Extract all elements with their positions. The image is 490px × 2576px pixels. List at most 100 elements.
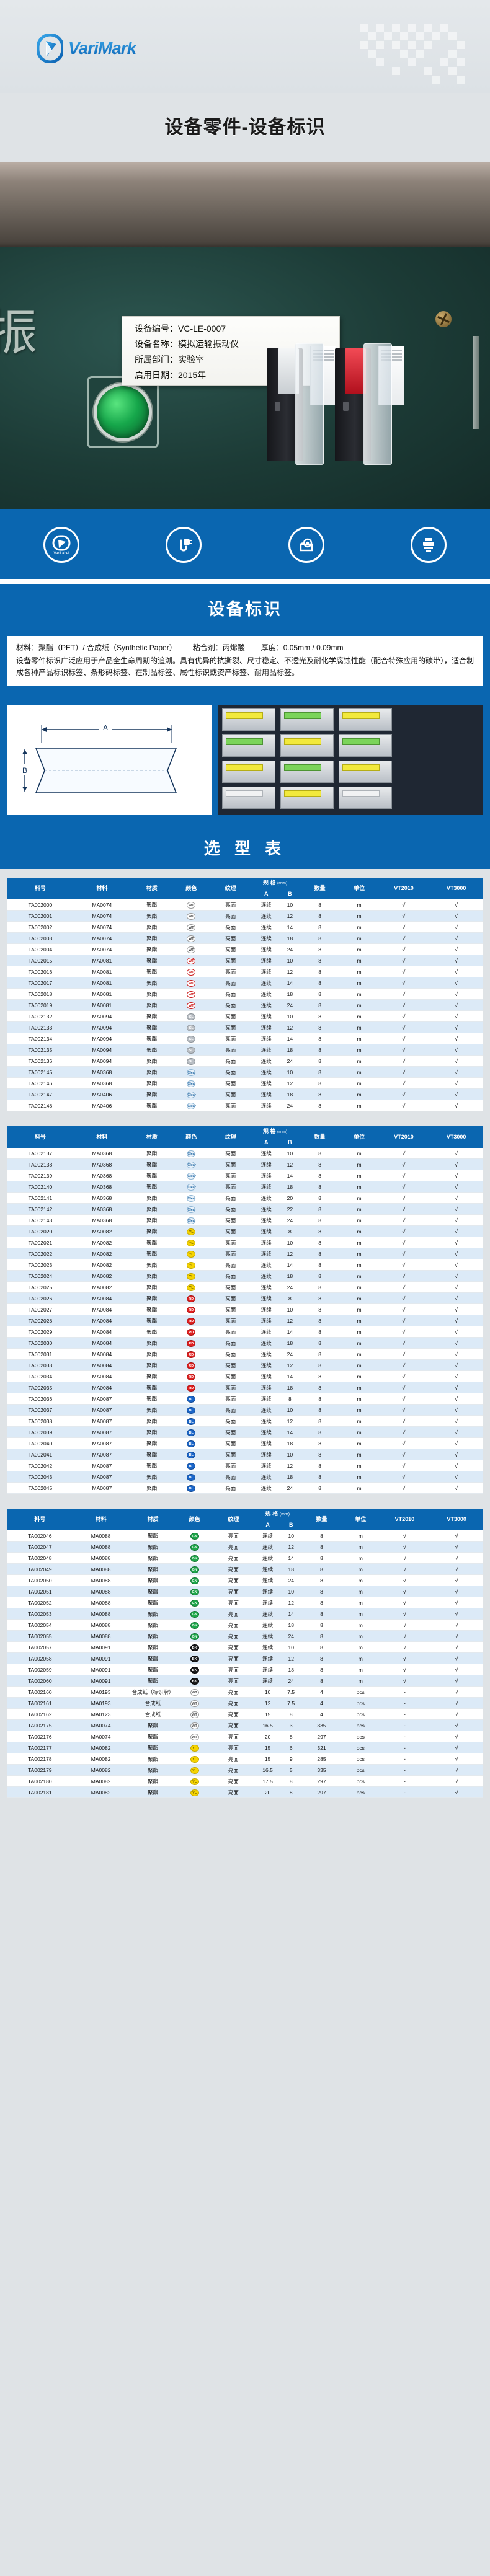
- color-chip-gn-green: GN: [190, 1633, 199, 1640]
- table-row[interactable]: TA002031 MA0084 聚酯 RD 亮面 连续 24 8 m √ √: [7, 1348, 483, 1361]
- table-row[interactable]: TA002143 MA0368 聚酯 Clear 亮面 连续 24 8 m √ √: [7, 1214, 483, 1227]
- table-row[interactable]: TA002028 MA0084 聚酯 RD 亮面 连续 12 8 m √ √: [7, 1315, 483, 1327]
- table-row[interactable]: TA002051 MA0088 聚酯 GN 亮面 连续 10 8 m √ √: [7, 1586, 483, 1598]
- table-row[interactable]: TA002142 MA0368 聚酯 Clear 亮面 连续 22 8 m √ √: [7, 1203, 483, 1215]
- table-row[interactable]: TA002037 MA0087 聚酯 BL 亮面 连续 10 8 m √ √: [7, 1404, 483, 1416]
- table-row[interactable]: TA002135 MA0094 聚酯 SL 亮面 连续 18 8 m √ √: [7, 1044, 483, 1056]
- cell-color: Clear: [172, 1170, 210, 1182]
- table-row[interactable]: TA002146 MA0368 聚酯 Clear 亮面 连续 12 8 m √ √: [7, 1077, 483, 1090]
- table-row[interactable]: TA002021 MA0082 聚酯 YL 亮面 连续 10 8 m √ √: [7, 1237, 483, 1249]
- table-row[interactable]: TA002040 MA0087 聚酯 BL 亮面 连续 18 8 m √ √: [7, 1437, 483, 1450]
- table-row[interactable]: TA002161 MA0193 合成纸 WT 亮面 12 7.5 4 pcs - √: [7, 1697, 483, 1709]
- table-row[interactable]: TA002035 MA0084 聚酯 RD 亮面 连续 18 8 m √ √: [7, 1382, 483, 1394]
- table-row[interactable]: TA002137 MA0368 聚酯 Clear 亮面 连续 10 8 m √ √: [7, 1148, 483, 1160]
- cell-vt3000: √: [430, 1753, 483, 1765]
- table-row[interactable]: TA002048 MA0088 聚酯 GN 亮面 连续 14 8 m √ √: [7, 1552, 483, 1564]
- table-row[interactable]: TA002141 MA0368 聚酯 Clear 亮面 连续 20 8 m √ √: [7, 1192, 483, 1204]
- cell-vt3000: √: [430, 1393, 483, 1405]
- table-row[interactable]: TA002136 MA0094 聚酯 SL 亮面 连续 24 8 m √ √: [7, 1055, 483, 1067]
- table-row[interactable]: TA002018 MA0081 聚酯 WT 亮面 连续 18 8 m √ √: [7, 988, 483, 1000]
- varilabel-logo-icon[interactable]: VariLabel: [43, 527, 79, 563]
- label-roll-icon[interactable]: [288, 527, 324, 563]
- table-row[interactable]: TA002026 MA0084 聚酯 RD 亮面 连续 8 8 m √ √: [7, 1292, 483, 1305]
- table-row[interactable]: TA002019 MA0081 聚酯 WT 亮面 连续 24 8 m √ √: [7, 999, 483, 1012]
- table-row[interactable]: TA002003 MA0074 聚酯 WT 亮面 连续 18 8 m √ √: [7, 932, 483, 945]
- table-row[interactable]: TA002054 MA0088 聚酯 GN 亮面 连续 18 8 m √ √: [7, 1619, 483, 1631]
- color-chip-yl-yellow: YL: [187, 1284, 196, 1291]
- table-row[interactable]: TA002050 MA0088 聚酯 GN 亮面 连续 24 8 m √ √: [7, 1574, 483, 1587]
- table-row[interactable]: TA002024 MA0082 聚酯 YL 亮面 连续 18 8 m √ √: [7, 1270, 483, 1282]
- table-row[interactable]: TA002046 MA0088 聚酯 GN 亮面 连续 10 8 m √ √: [7, 1530, 483, 1542]
- cell-size-a: 连续: [254, 1552, 282, 1564]
- table-row[interactable]: TA002058 MA0091 聚酯 BK 亮面 连续 12 8 m √ √: [7, 1652, 483, 1665]
- table-row[interactable]: TA002145 MA0368 聚酯 Clear 亮面 连续 10 8 m √ √: [7, 1066, 483, 1078]
- table-row[interactable]: TA002027 MA0084 聚酯 RD 亮面 连续 10 8 m √ √: [7, 1303, 483, 1316]
- table-row[interactable]: TA002177 MA0082 聚酯 YL 亮面 15 6 321 pcs - √: [7, 1742, 483, 1754]
- table-row[interactable]: TA002039 MA0087 聚酯 BL 亮面 连续 14 8 m √ √: [7, 1426, 483, 1439]
- table-row[interactable]: TA002033 MA0084 聚酯 RD 亮面 连续 12 8 m √ √: [7, 1359, 483, 1372]
- printer-icon[interactable]: [411, 527, 447, 563]
- table-row[interactable]: TA002004 MA0074 聚酯 WT 亮面 连续 24 8 m √ √: [7, 943, 483, 956]
- table-row[interactable]: TA002059 MA0091 聚酯 BK 亮面 连续 18 8 m √ √: [7, 1664, 483, 1676]
- table-row[interactable]: TA002134 MA0094 聚酯 SL 亮面 连续 14 8 m √ √: [7, 1033, 483, 1045]
- table-row[interactable]: TA002000 MA0074 聚酯 WT 亮面 连续 10 8 m √ √: [7, 899, 483, 911]
- table-row[interactable]: TA002020 MA0082 聚酯 YL 亮面 连续 8 8 m √ √: [7, 1225, 483, 1238]
- brand-logo[interactable]: VariMark: [36, 33, 136, 64]
- table-row[interactable]: TA002133 MA0094 聚酯 SL 亮面 连续 12 8 m √ √: [7, 1021, 483, 1034]
- table-row[interactable]: TA002001 MA0074 聚酯 WT 亮面 连续 12 8 m √ √: [7, 910, 483, 922]
- table-row[interactable]: TA002052 MA0088 聚酯 GN 亮面 连续 12 8 m √ √: [7, 1597, 483, 1609]
- cell-unit: m: [341, 1158, 378, 1171]
- table-row[interactable]: TA002139 MA0368 聚酯 Clear 亮面 连续 14 8 m √ √: [7, 1170, 483, 1182]
- table-row[interactable]: TA002138 MA0368 聚酯 Clear 亮面 连续 12 8 m √ √: [7, 1158, 483, 1171]
- table-row[interactable]: TA002022 MA0082 聚酯 YL 亮面 连续 12 8 m √ √: [7, 1248, 483, 1260]
- table-row[interactable]: TA002045 MA0087 聚酯 BL 亮面 连续 24 8 m √ √: [7, 1482, 483, 1494]
- table-row[interactable]: TA002179 MA0082 聚酯 YL 亮面 16.5 5 335 pcs - √: [7, 1764, 483, 1776]
- table-row[interactable]: TA002178 MA0082 聚酯 YL 亮面 15 9 285 pcs - √: [7, 1753, 483, 1765]
- table-row[interactable]: TA002147 MA0406 聚酯 Clear 亮面 连续 18 8 m √ √: [7, 1088, 483, 1101]
- table-row[interactable]: TA002015 MA0081 聚酯 WT 亮面 连续 10 8 m √ √: [7, 955, 483, 967]
- table-row[interactable]: TA002030 MA0084 聚酯 RD 亮面 连续 18 8 m √ √: [7, 1337, 483, 1349]
- th-color: 颜色: [172, 878, 210, 900]
- table-row[interactable]: TA002053 MA0088 聚酯 GN 亮面 连续 14 8 m √ √: [7, 1608, 483, 1620]
- cable-plug-icon[interactable]: [166, 527, 202, 563]
- table-row[interactable]: TA002047 MA0088 聚酯 GN 亮面 连续 12 8 m √ √: [7, 1541, 483, 1553]
- table-row[interactable]: TA002038 MA0087 聚酯 BL 亮面 连续 12 8 m √ √: [7, 1415, 483, 1427]
- cell-vt2010: √: [377, 1214, 430, 1227]
- cell-size-a: 20: [254, 1786, 282, 1799]
- table-row[interactable]: TA002017 MA0081 聚酯 WT 亮面 连续 14 8 m √ √: [7, 977, 483, 989]
- spec-adhesive: 粘合剂：丙烯酸: [192, 643, 245, 653]
- table-row[interactable]: TA002055 MA0088 聚酯 GN 亮面 连续 24 8 m √ √: [7, 1630, 483, 1643]
- cell-material: MA0082: [72, 1742, 130, 1754]
- cell-part: TA002145: [7, 1066, 73, 1078]
- table-row[interactable]: TA002034 MA0084 聚酯 RD 亮面 连续 14 8 m √ √: [7, 1370, 483, 1383]
- spec-card: 材料：聚酯（PET）/ 合成纸（Synthetic Paper） 粘合剂：丙烯酸…: [7, 636, 483, 687]
- cell-material: MA0088: [72, 1597, 130, 1609]
- table-row[interactable]: TA002162 MA0123 合成纸 WT 亮面 15 8 4 pcs - √: [7, 1708, 483, 1721]
- table-row[interactable]: TA002043 MA0087 聚酯 BL 亮面 连续 18 8 m √ √: [7, 1471, 483, 1483]
- table-row[interactable]: TA002049 MA0088 聚酯 GN 亮面 连续 18 8 m √ √: [7, 1563, 483, 1576]
- cell-unit: m: [341, 1248, 378, 1260]
- table-row[interactable]: TA002025 MA0082 聚酯 YL 亮面 连续 24 8 m √ √: [7, 1281, 483, 1294]
- table-row[interactable]: TA002041 MA0087 聚酯 BL 亮面 连续 10 8 m √ √: [7, 1449, 483, 1461]
- table-row[interactable]: TA002160 MA0193 合成纸（标识牌） WT 亮面 10 7.5 4 pcs - √: [7, 1686, 483, 1698]
- table-row[interactable]: TA002029 MA0084 聚酯 RD 亮面 连续 14 8 m √ √: [7, 1326, 483, 1338]
- cell-vt3000: √: [430, 1292, 483, 1305]
- table-row[interactable]: TA002176 MA0074 聚酯 WT 亮面 20 8 297 pcs - √: [7, 1731, 483, 1743]
- table-row[interactable]: TA002148 MA0406 聚酯 Clear 亮面 连续 24 8 m √ √: [7, 1100, 483, 1112]
- table-row[interactable]: TA002175 MA0074 聚酯 WT 亮面 16.5 3 335 pcs - √: [7, 1719, 483, 1732]
- table-row[interactable]: TA002002 MA0074 聚酯 WT 亮面 连续 14 8 m √ √: [7, 921, 483, 933]
- table-row[interactable]: TA002060 MA0091 聚酯 BK 亮面 连续 24 8 m √ √: [7, 1675, 483, 1687]
- cell-size-a: 连续: [251, 977, 282, 989]
- cell-vt2010: √: [377, 1482, 430, 1494]
- table-row[interactable]: TA002023 MA0082 聚酯 YL 亮面 连续 14 8 m √ √: [7, 1259, 483, 1271]
- table-row[interactable]: TA002181 MA0082 聚酯 YL 亮面 20 8 297 pcs - √: [7, 1786, 483, 1799]
- table-row[interactable]: TA002036 MA0087 聚酯 BL 亮面 连续 8 8 m √ √: [7, 1393, 483, 1405]
- cell-color: Clear: [172, 1100, 210, 1112]
- cell-texture: 聚酯: [130, 921, 173, 933]
- table-row[interactable]: TA002180 MA0082 聚酯 YL 亮面 17.5 8 297 pcs - √: [7, 1775, 483, 1788]
- table-row[interactable]: TA002016 MA0081 聚酯 WT 亮面 连续 12 8 m √ √: [7, 966, 483, 978]
- table-row[interactable]: TA002042 MA0087 聚酯 BL 亮面 连续 12 8 m √ √: [7, 1460, 483, 1472]
- table-row[interactable]: TA002132 MA0094 聚酯 SL 亮面 连续 10 8 m √ √: [7, 1010, 483, 1023]
- table-row[interactable]: TA002057 MA0091 聚酯 BK 亮面 连续 10 8 m √ √: [7, 1641, 483, 1654]
- table-row[interactable]: TA002140 MA0368 聚酯 Clear 亮面 连续 18 8 m √ √: [7, 1181, 483, 1193]
